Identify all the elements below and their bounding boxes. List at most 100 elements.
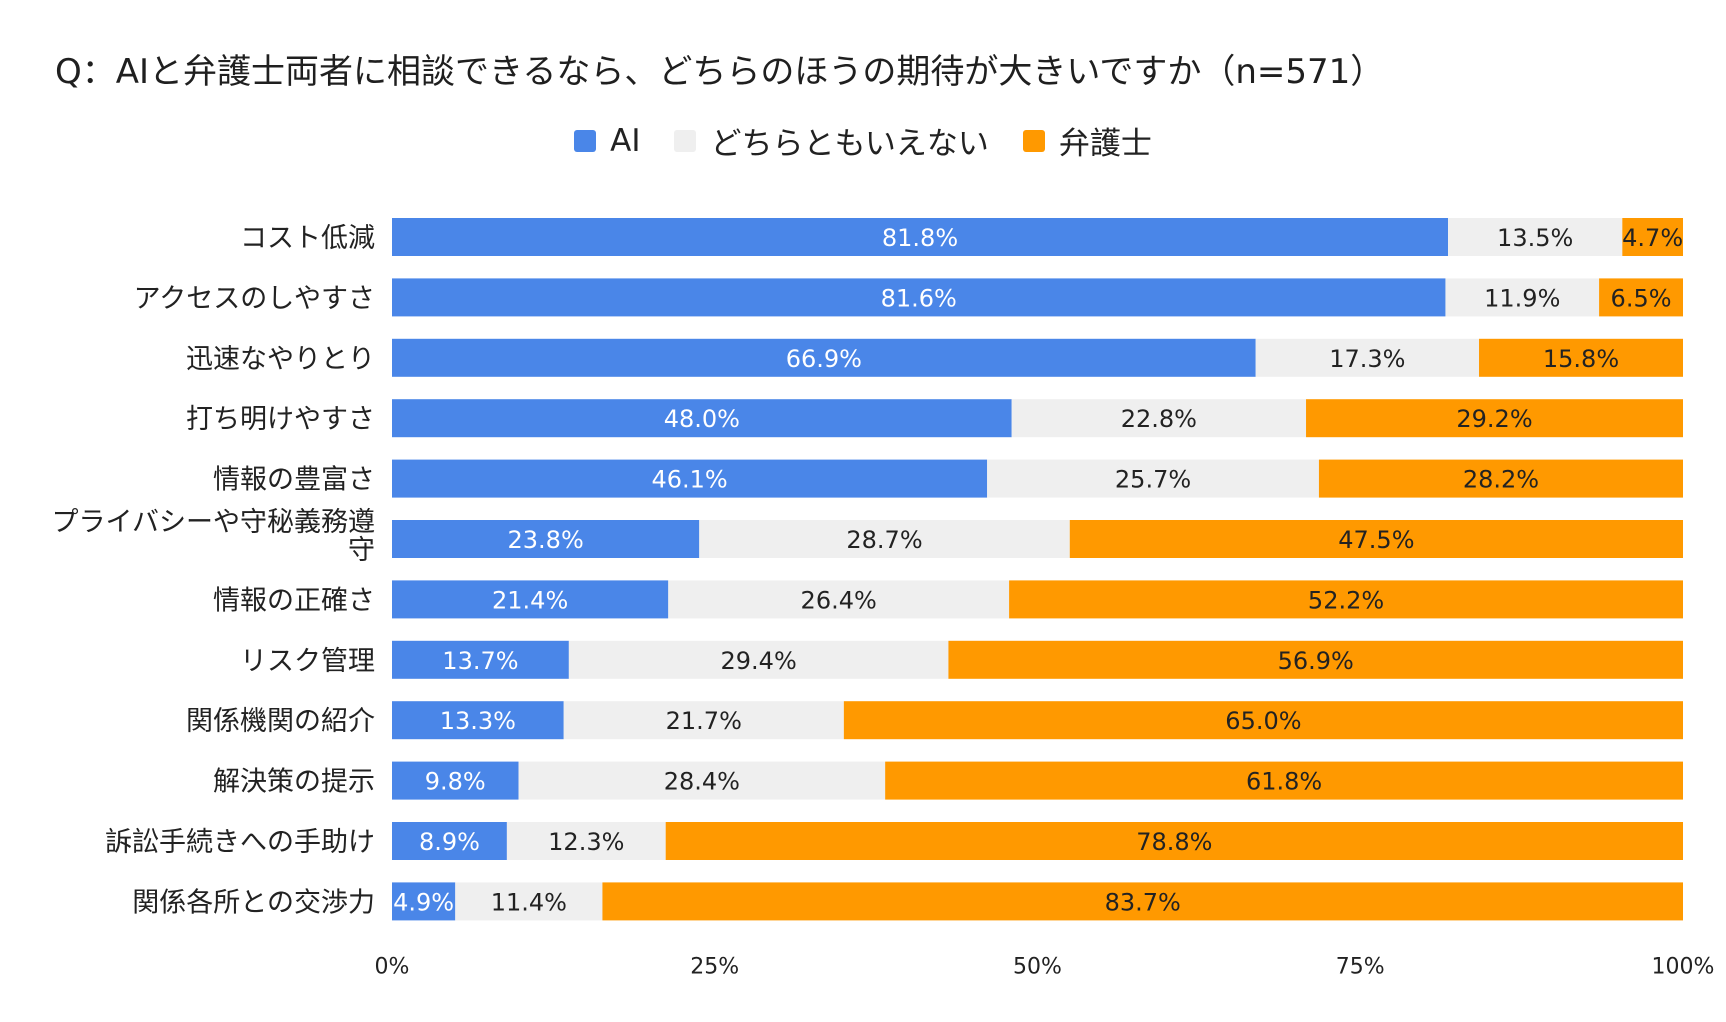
category-label: 関係各所との交渉力 bbox=[132, 887, 375, 918]
bar-segment bbox=[392, 882, 456, 921]
bar-segment bbox=[1448, 218, 1623, 256]
legend-item-lawyer: 弁護士 bbox=[1022, 118, 1152, 163]
category-label: 打ち明けやすさ bbox=[186, 404, 375, 435]
bar-segment bbox=[602, 882, 1683, 921]
data-label: 78.8% bbox=[1136, 828, 1212, 856]
data-label: 29.4% bbox=[721, 647, 797, 675]
legend-label-lawyer: 弁護士 bbox=[1058, 126, 1152, 162]
category-label: 関係機関の紹介 bbox=[186, 706, 375, 737]
data-label: 21.4% bbox=[492, 586, 568, 614]
category-label: コスト低減 bbox=[240, 223, 375, 254]
data-label: 26.4% bbox=[801, 586, 877, 614]
data-label: 46.1% bbox=[651, 466, 727, 494]
legend-swatch-ai bbox=[574, 129, 597, 152]
legend-swatch-neutral bbox=[674, 129, 697, 152]
data-label: 28.4% bbox=[664, 768, 740, 796]
legend-label-ai: AI bbox=[610, 122, 641, 159]
bar-segment bbox=[392, 761, 519, 800]
data-label: 48.0% bbox=[664, 405, 740, 433]
data-label: 28.7% bbox=[846, 526, 922, 554]
data-label: 9.8% bbox=[425, 768, 486, 796]
data-label: 13.5% bbox=[1497, 224, 1573, 252]
category-label: 情報の豊富さ bbox=[213, 465, 375, 496]
data-label: 81.8% bbox=[882, 224, 958, 252]
category-label: アクセスのしやすさ bbox=[134, 283, 375, 314]
bar-segment bbox=[885, 761, 1683, 800]
bar-segment bbox=[392, 701, 564, 740]
x-tick-label: 100% bbox=[1652, 954, 1715, 979]
bar-segment bbox=[1069, 520, 1683, 558]
category-label: 迅速なやりとり bbox=[186, 344, 375, 375]
bar-segment bbox=[699, 520, 1070, 558]
bar-segment bbox=[987, 459, 1319, 498]
bar-segment bbox=[455, 882, 603, 921]
data-label: 25.7% bbox=[1115, 466, 1191, 494]
bar-segment bbox=[1445, 278, 1600, 317]
data-label: 8.9% bbox=[419, 828, 480, 856]
data-label: 4.9% bbox=[393, 888, 454, 916]
data-label: 28.2% bbox=[1463, 466, 1539, 494]
legend-label-neutral: どちらともいえない bbox=[710, 126, 989, 162]
bar-segment bbox=[506, 822, 666, 860]
data-label: 15.8% bbox=[1543, 345, 1619, 373]
data-label: 52.2% bbox=[1308, 586, 1384, 614]
x-tick-label: 50% bbox=[1013, 954, 1062, 979]
data-label: 4.7% bbox=[1622, 224, 1683, 252]
data-label: 81.6% bbox=[881, 284, 957, 312]
bar-segment bbox=[518, 761, 886, 800]
bar-segment bbox=[1009, 580, 1683, 619]
data-label: 17.3% bbox=[1329, 345, 1405, 373]
data-label: 47.5% bbox=[1338, 526, 1414, 554]
data-label: 23.8% bbox=[508, 526, 584, 554]
legend-item-ai: AI bbox=[574, 123, 640, 159]
bar-segment bbox=[392, 218, 1449, 256]
data-label: 83.7% bbox=[1105, 888, 1181, 916]
bar-segment bbox=[563, 701, 844, 740]
bar-segment bbox=[948, 640, 1683, 679]
data-label: 13.7% bbox=[442, 647, 518, 675]
bar-segment bbox=[392, 278, 1446, 317]
bar-segment bbox=[392, 822, 507, 860]
legend-item-neutral: どちらともいえない bbox=[674, 118, 989, 163]
bar-segment bbox=[1599, 278, 1683, 317]
category-label: 訴訟手続きへの手助け bbox=[105, 827, 375, 858]
chart-title: Q：AIと弁護士両者に相談できるなら、どちらのほうの期待が大きいですか（n=57… bbox=[55, 52, 1385, 92]
data-label: 11.4% bbox=[491, 888, 567, 916]
bar-segment bbox=[1011, 399, 1307, 438]
bar-segment bbox=[392, 580, 669, 619]
data-label: 13.3% bbox=[440, 707, 516, 735]
bar-segment bbox=[392, 640, 569, 679]
x-tick-label: 75% bbox=[1336, 954, 1385, 979]
bar-segment bbox=[1306, 399, 1683, 438]
data-label: 65.0% bbox=[1225, 707, 1301, 735]
x-tick-label: 25% bbox=[690, 954, 739, 979]
x-tick-label: 0% bbox=[375, 954, 410, 979]
data-label: 61.8% bbox=[1246, 768, 1322, 796]
data-label: 12.3% bbox=[548, 828, 624, 856]
bar-segment bbox=[1479, 338, 1683, 377]
data-label: 21.7% bbox=[666, 707, 742, 735]
bar-segment bbox=[392, 520, 700, 558]
bar-segment bbox=[1622, 218, 1683, 256]
category-label: プライバシーや守秘義務遵守 bbox=[52, 507, 375, 566]
bar-segment bbox=[392, 459, 988, 498]
bar-segment bbox=[1318, 459, 1683, 498]
data-label: 22.8% bbox=[1121, 405, 1197, 433]
category-label: 情報の正確さ bbox=[213, 585, 375, 616]
bar-segment bbox=[392, 399, 1012, 438]
bar-segment bbox=[665, 822, 1683, 860]
bar-segment bbox=[668, 580, 1010, 619]
bar-segment bbox=[843, 701, 1683, 740]
bar-segment bbox=[1255, 338, 1480, 377]
data-label: 56.9% bbox=[1278, 647, 1354, 675]
legend-swatch-lawyer bbox=[1022, 129, 1045, 152]
data-label: 11.9% bbox=[1484, 284, 1560, 312]
data-label: 66.9% bbox=[786, 345, 862, 373]
category-label: 解決策の提示 bbox=[213, 767, 375, 798]
bar-segment bbox=[568, 640, 949, 679]
data-label: 6.5% bbox=[1611, 284, 1672, 312]
legend: AI どちらともいえない 弁護士 bbox=[0, 118, 1726, 163]
bar-segment bbox=[392, 338, 1256, 377]
category-label: リスク管理 bbox=[240, 646, 375, 677]
